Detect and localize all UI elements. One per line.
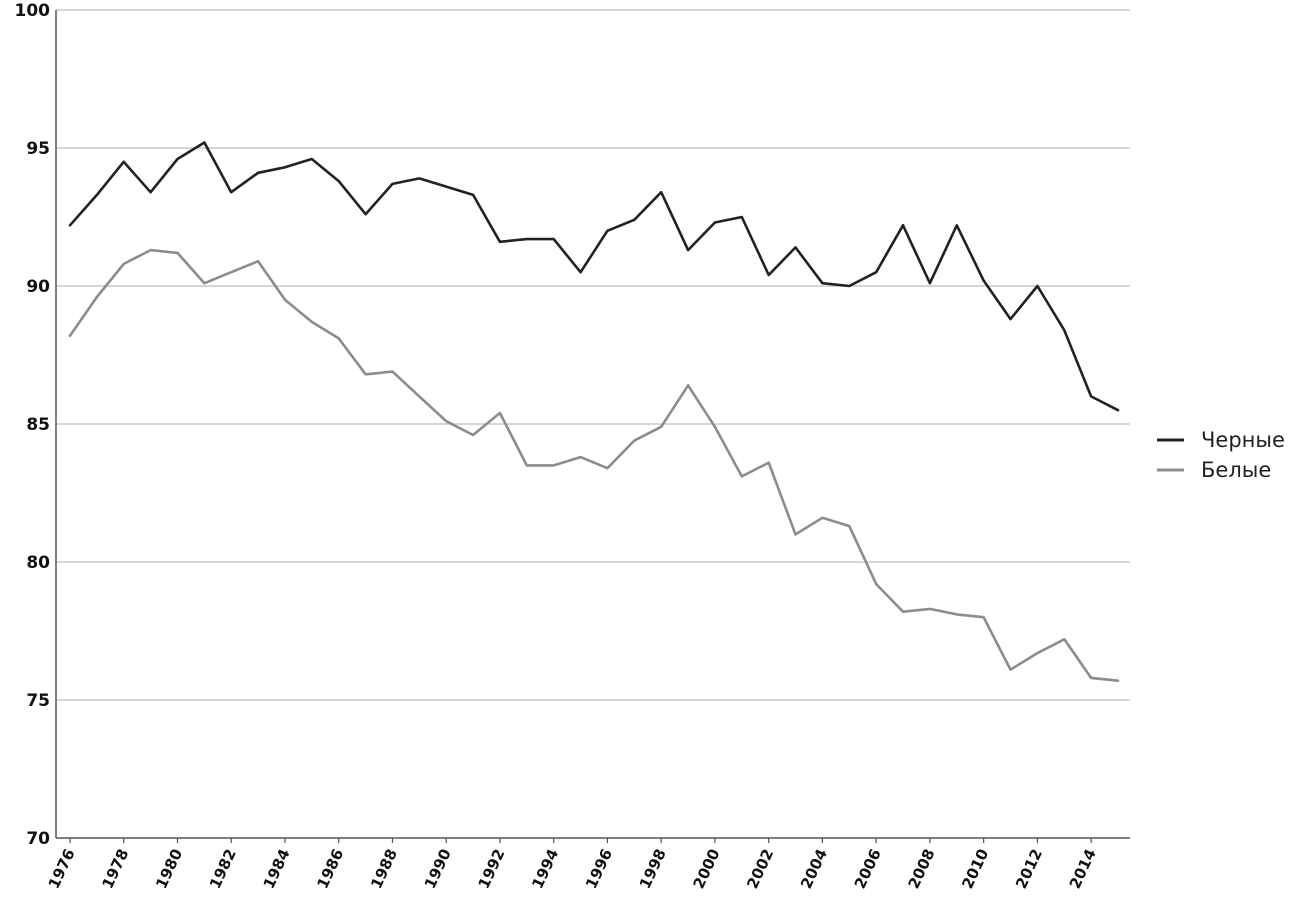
legend-label: Черные	[1201, 428, 1285, 452]
series-lines	[68, 141, 1120, 683]
y-tick-labels: 70 75 80 85 90 95 100	[15, 1, 51, 849]
axes	[55, 10, 1130, 839]
series-line-1	[68, 248, 1120, 683]
x-tick-label: 1982	[206, 846, 240, 891]
x-tick-label: 2002	[743, 846, 777, 891]
x-tick-labels: 1976 1978 1980 1982 1984 1986 1988 1990 1992 1994…	[45, 838, 1100, 892]
legend-label: Белые	[1201, 458, 1271, 482]
x-tick-label: 1976	[45, 846, 79, 891]
x-tick-label: 1996	[582, 846, 616, 891]
x-tick-label: 2004	[797, 846, 831, 891]
y-tick-label: 95	[26, 139, 50, 159]
x-tick-label: 2008	[905, 846, 939, 891]
x-tick-label: 2010	[958, 846, 992, 891]
gridlines	[56, 9, 1130, 701]
x-tick-label: 1994	[528, 846, 562, 891]
x-tick-label: 1990	[421, 846, 455, 891]
y-tick-label: 85	[26, 415, 50, 435]
legend: Черные Белые	[1157, 428, 1285, 482]
x-tick-label: 1998	[636, 846, 670, 891]
x-tick-label: 1986	[313, 846, 347, 891]
x-tick-label: 1992	[475, 846, 509, 891]
x-tick-label: 2006	[851, 846, 885, 891]
y-tick-label: 75	[26, 691, 50, 711]
x-tick-label: 1978	[98, 846, 132, 891]
x-tick-label: 1988	[367, 846, 401, 891]
x-tick-label: 2012	[1012, 846, 1046, 891]
x-tick-label: 2000	[690, 846, 724, 891]
y-tick-label: 70	[26, 829, 50, 849]
x-tick-label: 1984	[260, 846, 294, 891]
y-tick-label: 90	[26, 277, 50, 297]
series-line-0	[68, 141, 1120, 412]
y-tick-label: 80	[26, 553, 50, 573]
y-tick-label: 100	[15, 1, 51, 21]
x-tick-label: 1980	[152, 846, 186, 891]
x-tick-label: 2014	[1066, 846, 1100, 891]
